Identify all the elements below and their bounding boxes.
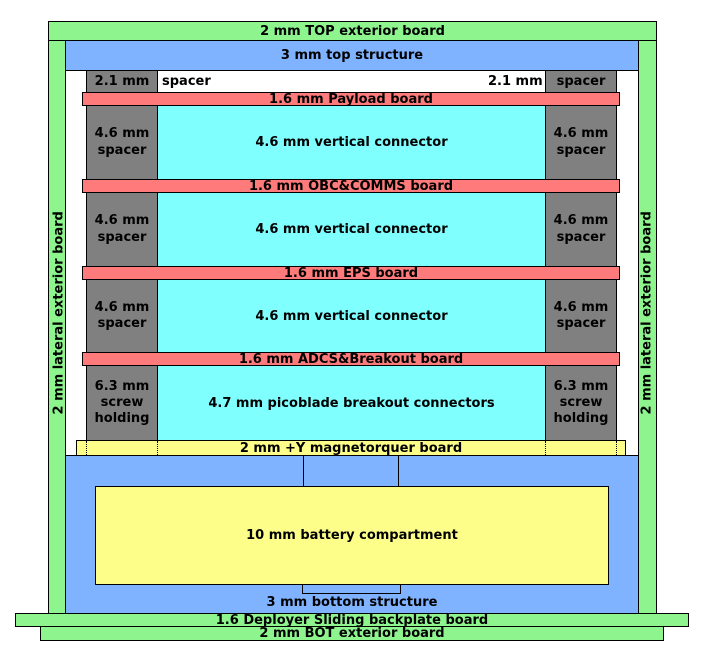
spacer-right-2: 4.6 mm spacer — [545, 192, 617, 267]
adcs-breakout-board: 1.6 mm ADCS&Breakout board — [82, 352, 620, 366]
screw-holding-right-holding: holding — [553, 411, 609, 427]
top-left-spacer: 2.1 mm — [86, 70, 158, 93]
eps-board-label: 1.6 mm EPS board — [283, 265, 419, 281]
top-structure: 3 mm top structure — [65, 40, 639, 71]
eps-board: 1.6 mm EPS board — [82, 266, 620, 280]
screw-holding-left-holding: holding — [94, 411, 150, 427]
screw-holding-right: 6.3 mm screw holding — [545, 365, 617, 441]
bottom-structure-lower-notch — [302, 584, 401, 594]
deployer-sliding-backplate-board-label: 1.6 Deployer Sliding backplate board — [215, 612, 489, 628]
right-lateral-exterior-board-label: 2 mm lateral exterior board — [639, 211, 655, 415]
deployer-sliding-backplate-board: 1.6 Deployer Sliding backplate board — [15, 613, 689, 627]
obc-comms-board-label: 1.6 mm OBC&COMMS board — [248, 178, 454, 194]
spacer-left-2-word: spacer — [97, 229, 147, 245]
spacer-right-2-mm: 4.6 mm — [553, 213, 609, 229]
picoblade-breakout-connectors: 4.7 mm picoblade breakout connectors — [157, 365, 546, 441]
spacer-left-3-mm: 4.6 mm — [94, 299, 150, 315]
top-right-spacer: spacer — [545, 70, 617, 93]
top-exterior-board: 2 mm TOP exterior board — [48, 21, 657, 41]
screw-holding-left-screw: screw — [100, 394, 144, 410]
spacer-left-2: 4.6 mm spacer — [86, 192, 158, 267]
dotted-line — [545, 441, 546, 455]
magnetorquer-board-label: 2 mm +Y magnetorquer board — [239, 440, 463, 456]
spacer-right-1: 4.6 mm spacer — [545, 105, 617, 180]
adcs-breakout-board-label: 1.6 mm ADCS&Breakout board — [238, 351, 464, 367]
spacer-right-1-mm: 4.6 mm — [553, 126, 609, 142]
screw-holding-left-mm: 6.3 mm — [94, 378, 150, 394]
dotted-line — [616, 441, 617, 455]
vertical-connector-1-label: 4.6 mm vertical connector — [255, 135, 448, 150]
picoblade-breakout-connectors-label: 4.7 mm picoblade breakout connectors — [208, 395, 495, 411]
magnetorquer-board: 2 mm +Y magnetorquer board — [76, 440, 626, 456]
vertical-connector-2: 4.6 mm vertical connector — [157, 192, 546, 267]
spacer-left-2-mm: 4.6 mm — [94, 213, 150, 229]
top-right-spacer-word: spacer — [556, 74, 606, 89]
battery-compartment-label: 10 mm battery compartment — [246, 528, 458, 543]
payload-board-label: 1.6 mm Payload board — [269, 91, 433, 107]
bottom-structure-notch — [303, 455, 399, 487]
vertical-connector-1: 4.6 mm vertical connector — [157, 105, 546, 180]
top-structure-label: 3 mm top structure — [280, 48, 424, 63]
screw-holding-right-screw: screw — [559, 394, 603, 410]
spacer-right-1-word: spacer — [556, 142, 606, 158]
top-left-spacer-word: spacer — [162, 74, 211, 89]
spacer-left-1-mm: 4.6 mm — [94, 126, 150, 142]
screw-holding-right-mm: 6.3 mm — [553, 378, 609, 394]
bot-exterior-board: 2 mm BOT exterior board — [40, 626, 664, 641]
vertical-connector-3-label: 4.6 mm vertical connector — [255, 308, 448, 324]
vertical-connector-2-label: 4.6 mm vertical connector — [255, 222, 448, 237]
battery-compartment: 10 mm battery compartment — [95, 486, 609, 585]
spacer-right-3-word: spacer — [556, 316, 606, 331]
payload-board: 1.6 mm Payload board — [82, 92, 620, 106]
spacer-right-3: 4.6 mm spacer — [545, 279, 617, 353]
top-right-spacer-mm: 2.1 mm — [488, 74, 543, 89]
dotted-line — [86, 441, 87, 455]
left-lateral-exterior-board-label: 2 mm lateral exterior board — [51, 211, 67, 415]
vertical-connector-3: 4.6 mm vertical connector — [157, 279, 546, 353]
obc-comms-board: 1.6 mm OBC&COMMS board — [82, 179, 620, 193]
spacer-right-2-word: spacer — [556, 229, 606, 245]
spacer-left-1: 4.6 mm spacer — [86, 105, 158, 180]
spacer-left-3: 4.6 mm spacer — [86, 279, 158, 353]
dotted-line — [157, 441, 158, 455]
spacer-left-1-word: spacer — [97, 142, 147, 158]
spacer-left-3-word: spacer — [97, 316, 147, 331]
spacer-right-3-mm: 4.6 mm — [553, 299, 609, 315]
top-left-spacer-mm: 2.1 mm — [94, 74, 150, 89]
bot-exterior-board-label: 2 mm BOT exterior board — [259, 626, 445, 641]
top-exterior-board-label: 2 mm TOP exterior board — [260, 23, 445, 39]
screw-holding-left: 6.3 mm screw holding — [86, 365, 158, 441]
bottom-structure-label: 3 mm bottom structure — [266, 595, 438, 610]
